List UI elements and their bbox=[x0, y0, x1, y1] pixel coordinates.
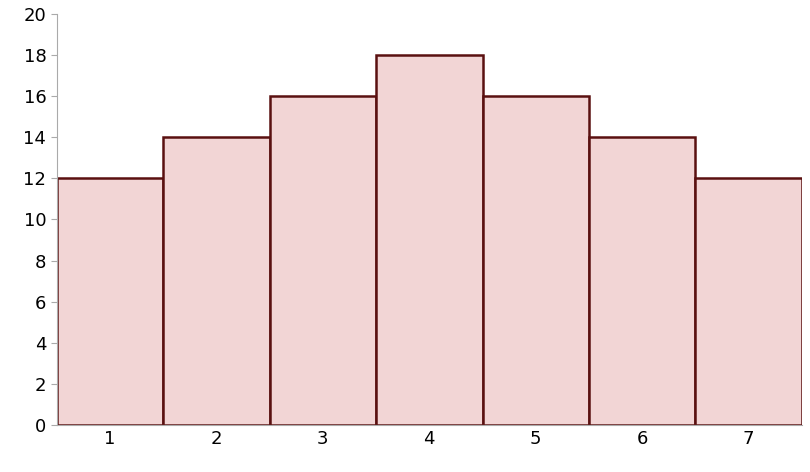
Bar bbox=[376, 55, 483, 425]
Bar bbox=[270, 96, 376, 425]
Bar bbox=[57, 178, 163, 425]
Bar bbox=[589, 137, 696, 425]
Bar bbox=[483, 96, 589, 425]
Bar bbox=[696, 178, 802, 425]
Bar bbox=[163, 137, 270, 425]
